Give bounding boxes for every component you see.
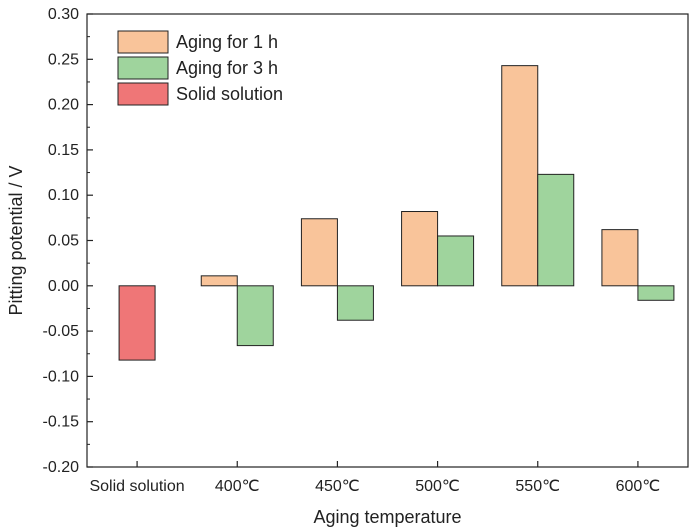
- legend-swatch: [117, 56, 169, 80]
- bar: [300, 218, 338, 287]
- y-tick-label: -0.20: [43, 459, 80, 476]
- bar: [336, 285, 374, 321]
- y-tick-label: 0.20: [48, 97, 79, 114]
- x-axis: Solid solution 400℃ 450℃ 500℃ 550℃ 600℃: [89, 461, 660, 495]
- bar: [601, 229, 639, 287]
- x-tick-label: 500℃: [415, 478, 460, 495]
- y-tick-label: -0.15: [43, 414, 80, 431]
- x-tick-label: 600℃: [616, 478, 661, 495]
- y-tick-label: 0.15: [48, 142, 79, 159]
- x-tick-label: 450℃: [315, 478, 360, 495]
- y-tick-label: -0.10: [43, 368, 80, 385]
- y-tick-label: 0.00: [48, 278, 79, 295]
- bars-layer: [118, 65, 675, 361]
- y-tick-label: 0.10: [48, 187, 79, 204]
- y-tick-label: 0.30: [48, 6, 79, 23]
- legend-swatch: [117, 30, 169, 54]
- bar: [236, 285, 274, 347]
- y-axis: -0.20 -0.15 -0.10 -0.05 0.00 0.05 0.10 0.15 0.20…: [43, 6, 93, 476]
- y-tick-label: 0.25: [48, 51, 79, 68]
- bar: [401, 211, 439, 287]
- bar: [437, 235, 475, 287]
- plot-frame: [86, 13, 689, 468]
- x-axis-title: Aging temperature: [313, 507, 461, 527]
- bar: [637, 285, 675, 301]
- y-tick-label: 0.05: [48, 233, 79, 250]
- y-axis-title: Pitting potential / V: [6, 165, 26, 315]
- bar: [537, 173, 575, 287]
- x-tick-label: Solid solution: [89, 478, 184, 495]
- legend-swatch: [117, 82, 169, 106]
- legend-label: Aging for 3 h: [176, 58, 278, 78]
- legend-label: Aging for 1 h: [176, 32, 278, 52]
- bar: [118, 285, 156, 361]
- legend: Aging for 1 h Aging for 3 h Solid solution: [117, 30, 283, 106]
- x-tick-label: 400℃: [215, 478, 260, 495]
- bar: [200, 275, 238, 287]
- legend-label: Solid solution: [176, 84, 283, 104]
- y-tick-label: -0.05: [43, 323, 80, 340]
- bar: [501, 65, 539, 287]
- x-tick-label: 550℃: [515, 478, 560, 495]
